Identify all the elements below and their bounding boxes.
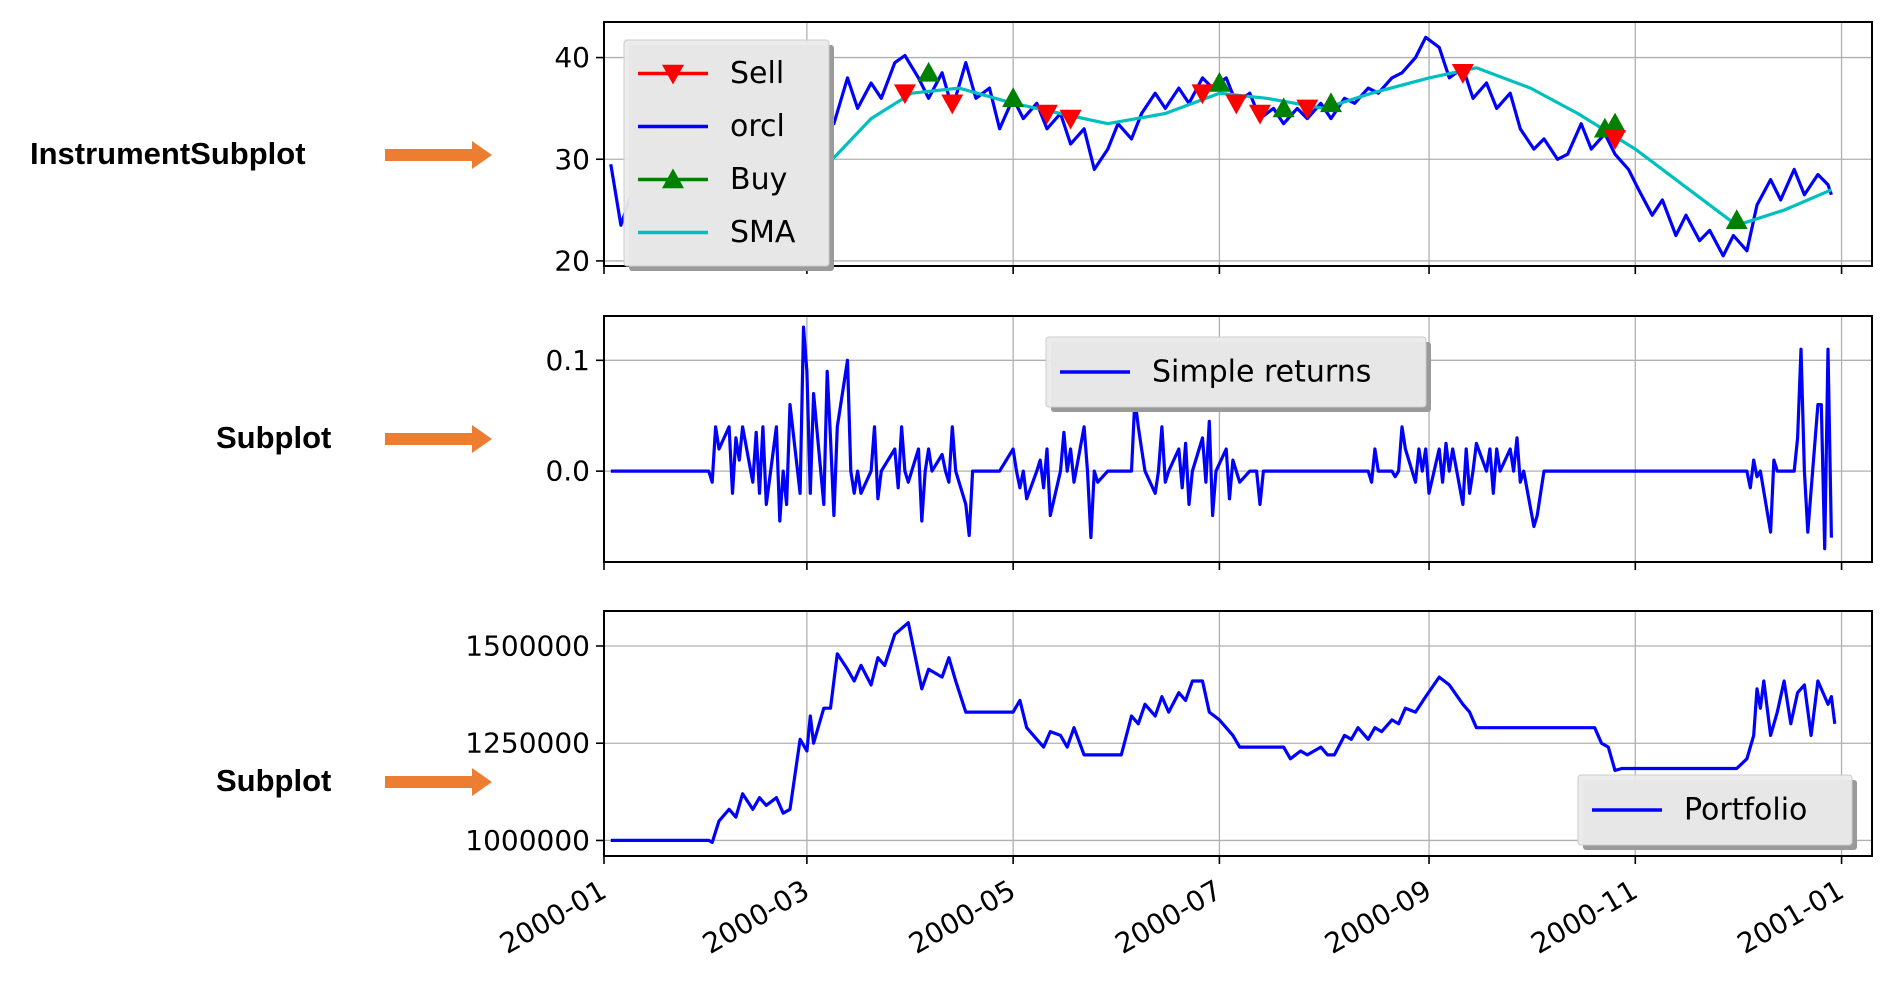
x-tick-label: 2000-05: [903, 873, 1021, 960]
x-tick-label: 2000-03: [697, 873, 815, 960]
series-portfolio: [610, 621, 1837, 845]
sell-marker: [1191, 84, 1214, 105]
sell-marker: [1604, 130, 1627, 150]
y-tick-label: 30: [554, 143, 590, 176]
legend-marker: [662, 64, 684, 85]
x-tick-label: 2000-01: [494, 873, 612, 960]
y-tick-label: 1500000: [465, 630, 590, 663]
x-tick-label: 2000-07: [1109, 873, 1227, 960]
annotation-arrow: [385, 141, 492, 169]
series-simple-returns-line: [610, 325, 1833, 551]
y-tick-label: 40: [554, 41, 590, 74]
legend-label: Buy: [730, 162, 787, 197]
legend-box: [1045, 336, 1427, 408]
sell-marker: [1296, 99, 1319, 120]
legend-marker: [662, 168, 684, 189]
legend-label: orcl: [730, 109, 785, 144]
legend-box: [1577, 774, 1853, 846]
legend: Simple returns: [1045, 336, 1431, 412]
legend-label: Portfolio: [1684, 793, 1807, 828]
plot-marks: [610, 621, 1837, 845]
subplot-2: 2000-01 2000-03 2000-05 2000-07 2000-09 2000-…: [465, 610, 1873, 961]
legend-box: [623, 39, 830, 267]
buy-marker: [1002, 87, 1025, 108]
sell-marker: [1059, 109, 1082, 130]
buy-marker: [1725, 209, 1748, 230]
y-tick-label: 0.0: [545, 455, 590, 488]
buy-marker: [1319, 92, 1342, 113]
series-simple-returns: [610, 325, 1833, 551]
series-portfolio-line: [610, 621, 1837, 845]
x-tick-label: 2000-09: [1319, 873, 1437, 960]
plot-marks: [610, 325, 1833, 551]
y-tick-label: 20: [554, 244, 590, 277]
buy-marker: [917, 61, 940, 82]
annotation-layer: [385, 141, 492, 796]
y-tick-label: 1000000: [465, 824, 590, 857]
legend-label: Simple returns: [1152, 355, 1371, 390]
legend-label: Sell: [730, 56, 784, 91]
x-tick-label: 2001-01: [1732, 873, 1850, 960]
series-sma-line: [772, 66, 1833, 227]
series-sma: [772, 66, 1833, 227]
subplot-1: 0.0 0.1 Simple returns: [545, 315, 1873, 570]
buy-marker: [1604, 112, 1627, 133]
legend: Portfolio: [1577, 774, 1857, 850]
sell-marker: [1225, 94, 1248, 115]
axes-frame: [603, 610, 1873, 857]
axes-frame: [603, 315, 1873, 563]
subplot-panels: 20 30 40 Sell orcl Buy SMA 0.0 0.1 Simple returns…: [465, 21, 1873, 961]
series-sell: [893, 64, 1627, 150]
sell-marker: [941, 94, 964, 115]
buy-marker: [1208, 72, 1231, 92]
subplot-0: 20 30 40 Sell orcl Buy SMA: [554, 21, 1873, 277]
sell-marker: [1035, 104, 1058, 125]
annotation-label: Subplot: [216, 763, 332, 798]
y-tick-label: 1250000: [465, 727, 590, 760]
legend-label: SMA: [730, 215, 796, 250]
y-tick-label: 0.1: [545, 344, 590, 377]
sell-marker: [1451, 64, 1474, 84]
legend: Sell orcl Buy SMA: [623, 39, 834, 271]
annotation-arrow: [385, 768, 492, 796]
axes-frame: [603, 21, 1873, 267]
annotation-label: Subplot: [216, 420, 332, 455]
annotation-arrow: [385, 425, 492, 453]
sell-marker: [893, 84, 916, 105]
annotation-label: InstrumentSubplot: [30, 136, 306, 171]
x-tick-label: 2000-11: [1525, 873, 1643, 960]
sell-marker: [1248, 104, 1271, 125]
buy-marker: [1272, 97, 1295, 118]
